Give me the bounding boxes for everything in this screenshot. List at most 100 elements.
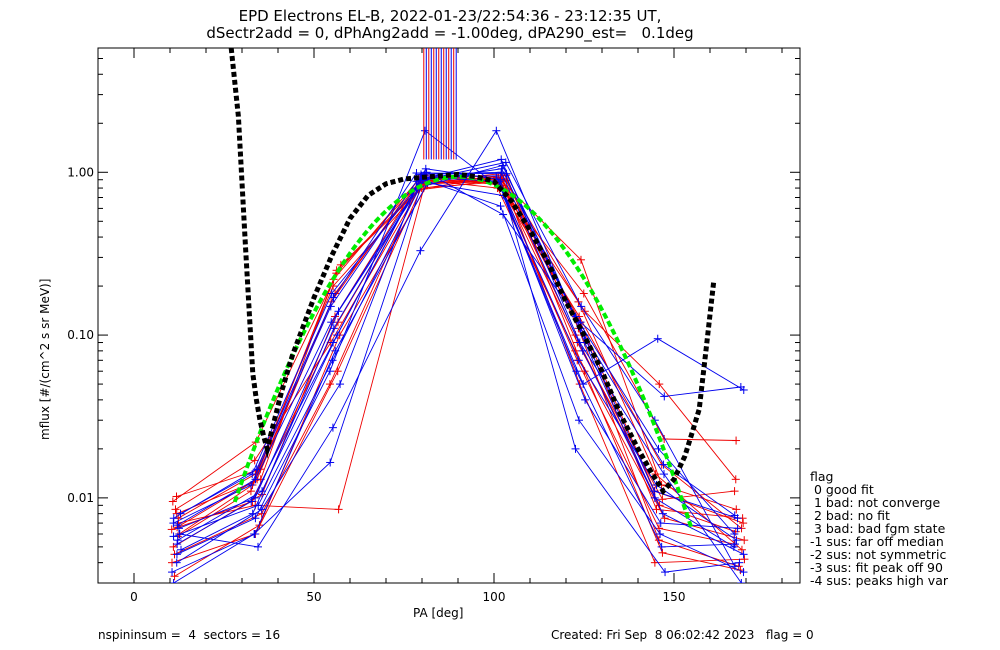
red-data-point <box>731 475 740 484</box>
legend-item-5: -2 sus: not symmetric <box>810 547 947 562</box>
blue-series-line <box>173 176 738 537</box>
red-data-point <box>732 436 741 445</box>
blue-data-point <box>172 558 181 567</box>
legend-item-0: 0 good fit <box>810 482 874 497</box>
blue-data-point <box>499 210 508 219</box>
blue-data-point <box>421 164 430 173</box>
blue-data-point <box>172 550 181 559</box>
blue-data-point <box>660 470 669 479</box>
red-data-point <box>654 536 663 545</box>
blue-data-point <box>736 382 745 391</box>
blue-data-point <box>571 444 580 453</box>
red-data-point <box>652 505 661 514</box>
blue-data-point <box>579 380 588 389</box>
blue-data-point <box>416 246 425 255</box>
red-data-point <box>650 558 659 567</box>
blue-data-point <box>417 176 426 185</box>
red-data-point <box>580 367 589 376</box>
red-data-point <box>172 492 181 501</box>
blue-data-point <box>327 289 336 298</box>
red-data-point <box>576 255 585 264</box>
red-data-point <box>658 495 667 504</box>
red-data-point <box>579 289 588 298</box>
blue-data-point <box>735 558 744 567</box>
flag-legend: flag 0 good fit 1 bad: not converge 2 ba… <box>810 470 948 587</box>
y-tick-label: 1.00 <box>67 165 94 179</box>
blue-data-point <box>331 346 340 355</box>
blue-series-line <box>180 161 736 567</box>
blue-series-line <box>177 171 741 526</box>
blue-series-line <box>176 175 737 545</box>
red-series-line <box>174 174 741 577</box>
red-data-point <box>334 505 343 514</box>
blue-series-line <box>173 172 738 519</box>
chart-title-line1: EPD Electrons EL-B, 2022-01-23/22:54:36 … <box>238 7 662 25</box>
blue-data-point <box>733 514 742 523</box>
blue-series-line <box>171 182 736 573</box>
blue-data-point <box>497 155 506 164</box>
blue-data-point <box>254 542 263 551</box>
black-fit-curve <box>228 48 717 496</box>
blue-data-point <box>254 501 263 510</box>
blue-data-point <box>174 524 183 533</box>
blue-data-point <box>177 545 186 554</box>
blue-data-point <box>658 509 667 518</box>
red-series-line <box>171 180 739 567</box>
red-data-point <box>660 514 669 523</box>
y-axis-label: mflux [#/(cm^2 s sr MeV)] <box>38 278 52 440</box>
blue-data-point <box>258 487 267 496</box>
blue-data-point <box>730 540 739 549</box>
blue-data-point <box>329 338 338 347</box>
red-data-point <box>255 521 264 530</box>
blue-data-point <box>326 458 335 467</box>
red-data-point <box>333 318 342 327</box>
legend-item-2: 2 bad: no fit <box>810 508 890 523</box>
legend-item-6: -3 sus: fit peak off 90 <box>810 560 943 575</box>
x-axis-label: PA [deg] <box>413 606 464 620</box>
x-tick-label: 50 <box>306 590 321 604</box>
blue-data-point <box>730 562 739 571</box>
series-layer <box>167 48 749 583</box>
blue-data-point <box>654 444 663 453</box>
blue-data-point <box>575 338 584 347</box>
blue-data-point <box>168 568 177 577</box>
red-data-point <box>740 536 749 545</box>
blue-data-point <box>333 331 342 340</box>
legend-item-4: -1 sus: far off median <box>810 534 944 549</box>
blue-series-line <box>178 158 742 583</box>
fit-layer <box>228 48 717 531</box>
blue-data-point <box>252 465 261 474</box>
blue-data-point <box>653 334 662 343</box>
blue-data-point <box>659 460 668 469</box>
blue-data-point <box>501 158 510 167</box>
blue-data-point <box>496 175 505 184</box>
blue-data-point <box>656 519 665 528</box>
blue-data-point <box>169 579 178 583</box>
blue-data-point <box>334 307 343 316</box>
blue-data-point <box>329 293 338 302</box>
red-data-point <box>739 519 748 528</box>
blue-data-point <box>248 509 257 518</box>
blue-data-point <box>739 568 748 577</box>
legend-title: flag <box>810 469 834 484</box>
blue-data-point <box>173 536 182 545</box>
red-data-point <box>730 487 739 496</box>
blue-data-point <box>251 514 260 523</box>
chart-title-line2: dSectr2add = 0, dPhAng2add = -1.00deg, d… <box>206 24 694 42</box>
red-data-point <box>732 505 741 514</box>
red-data-point <box>737 545 746 554</box>
blue-data-point <box>656 529 665 538</box>
legend-item-1: 1 bad: not converge <box>810 495 941 510</box>
blue-data-point <box>328 423 337 432</box>
x-tick-label: 150 <box>663 590 686 604</box>
blue-data-point <box>251 475 260 484</box>
blue-data-point <box>336 380 345 389</box>
blue-data-point <box>581 395 590 404</box>
legend-item-3: 3 bad: bad fgm state <box>810 521 946 536</box>
blue-series-line <box>180 164 735 535</box>
x-tick-label: 100 <box>483 590 506 604</box>
blue-data-point <box>496 202 505 211</box>
blue-data-point <box>328 356 337 365</box>
blue-series-line <box>173 168 735 524</box>
blue-data-point <box>247 497 256 506</box>
